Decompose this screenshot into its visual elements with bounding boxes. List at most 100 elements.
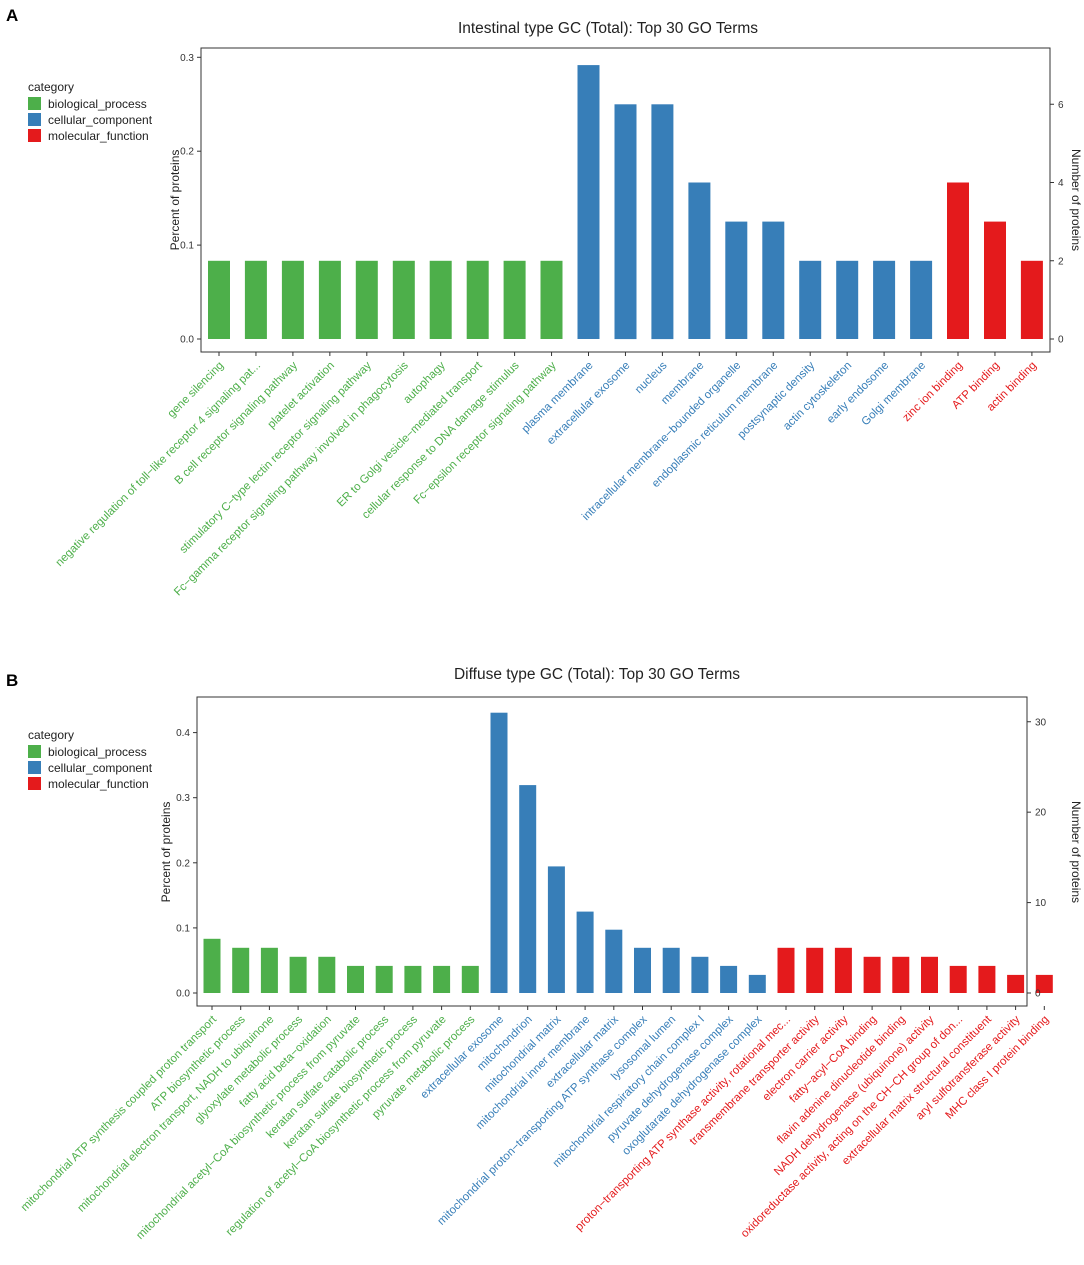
panel-a-y2-tick-label: 4 [1058, 178, 1064, 189]
bar [289, 956, 307, 993]
panel-b-y-tick-label: 0.4 [176, 728, 190, 739]
bar [232, 947, 250, 993]
panel-b-plot-frame [196, 696, 1028, 1007]
panel-a-y-axis-label: Percent of proteins [168, 150, 182, 251]
panel-b-y2-tick-label: 20 [1035, 808, 1047, 819]
legend-swatch-molecular-function [28, 777, 41, 790]
bar [318, 956, 336, 993]
bar [921, 956, 938, 993]
panel-b-y2-tick-label: 10 [1035, 898, 1047, 909]
panel-a-label: A [6, 6, 18, 25]
bar [577, 65, 600, 339]
panel-b-title: Diffuse type GC (Total): Top 30 GO Terms [454, 666, 740, 683]
bar [208, 260, 230, 339]
bar [863, 956, 881, 993]
panel-a-y2-ticks: 0 2 4 6 [1050, 100, 1064, 346]
bar [605, 929, 623, 993]
bar [836, 260, 859, 339]
panel-a-x-tick-label: Golgi membrane [860, 360, 929, 429]
bar [433, 965, 451, 993]
bar [540, 260, 563, 339]
panel-a-x-tick-label: actin cytoskeleton [781, 360, 854, 433]
panel-b-y2-tick-label: 30 [1035, 717, 1047, 728]
bar [392, 260, 415, 339]
panel-b-y2-ticks: 0 10 20 30 [1027, 717, 1047, 1000]
bar [978, 965, 996, 993]
panel-a-y2-tick-label: 2 [1058, 256, 1064, 267]
panel-b-legend: category biological_process cellular_com… [28, 728, 153, 791]
bar [1007, 974, 1025, 993]
bar [576, 911, 594, 993]
bar [547, 866, 565, 993]
panel-b-y2-tick-label: 0 [1035, 989, 1041, 1000]
legend-label-cellular-component: cellular_component [48, 113, 153, 127]
panel-a-y-tick-label: 0.1 [180, 241, 194, 252]
panel-a-y-ticks: 0.0 0.1 0.2 0.3 [180, 53, 201, 346]
legend-label-molecular-function: molecular_function [48, 777, 149, 791]
bar [910, 260, 933, 339]
bar [466, 260, 489, 339]
panel-a-title: Intestinal type GC (Total): Top 30 GO Te… [458, 20, 758, 37]
bar [281, 260, 304, 339]
bar [355, 260, 378, 339]
legend-swatch-biological-process [28, 745, 41, 758]
bar [347, 965, 364, 993]
bar [662, 947, 680, 993]
bar [984, 221, 1006, 339]
bar [634, 947, 651, 993]
bar [947, 182, 969, 339]
panel-b-y-ticks: 0.0 0.1 0.2 0.3 0.4 [176, 728, 197, 1000]
bar [777, 947, 795, 993]
panel-a-legend-title: category [28, 80, 74, 94]
bar [375, 965, 393, 993]
bar [461, 965, 479, 993]
bar [762, 221, 785, 339]
bar [519, 785, 537, 993]
panel-b-legend-title: category [28, 728, 74, 742]
panel-a-y-tick-label: 0.2 [180, 147, 194, 158]
panel-a-y-tick-label: 0.0 [180, 335, 194, 346]
bar [748, 974, 766, 993]
panel-b-x-tick-label: proton−transporting ATP synthase activit… [573, 1014, 793, 1234]
legend-swatch-molecular-function [28, 129, 41, 142]
panel-a-y2-tick-label: 6 [1058, 100, 1064, 111]
panel-b-y-tick-label: 0.2 [176, 858, 190, 869]
panel-a-y2-tick-label: 0 [1058, 335, 1064, 346]
legend-label-biological-process: biological_process [48, 745, 147, 759]
bar [949, 965, 967, 993]
bar [260, 947, 278, 993]
bar [892, 956, 910, 993]
legend-label-molecular-function: molecular_function [48, 129, 149, 143]
panel-a-y2-axis-label: Number of proteins [1069, 149, 1083, 251]
panel-b-x-tick-label: mitochondrial electron transport, NADH t… [75, 1014, 276, 1215]
bar [1035, 974, 1053, 993]
bar [873, 260, 896, 339]
panel-b-y-tick-label: 0.3 [176, 793, 190, 804]
legend-swatch-biological-process [28, 97, 41, 110]
bar [429, 260, 452, 339]
panel-a-x-tick-label: nucleus [633, 359, 670, 396]
bar [725, 221, 748, 339]
legend-label-biological-process: biological_process [48, 97, 147, 111]
legend-swatch-cellular-component [28, 761, 41, 774]
panel-b-x-tick-labels: mitochondrial ATP synthesis coupled prot… [19, 1006, 1051, 1242]
panel-a-x-tick-label: platelet activation [266, 360, 337, 431]
bar [1020, 260, 1043, 339]
panel-a: A Intestinal type GC (Total): Top 30 GO … [6, 6, 1083, 598]
bar [651, 104, 674, 340]
bar [799, 260, 822, 339]
panel-a-bars [208, 65, 1043, 340]
panel-a-legend: category biological_process cellular_com… [28, 80, 153, 143]
bar [244, 260, 267, 339]
panel-b-y-axis-label: Percent of proteins [159, 802, 173, 903]
panel-a-x-tick-label: plasma membrane [520, 360, 596, 436]
bar [720, 965, 738, 993]
panel-b-y-tick-label: 0.0 [176, 989, 190, 1000]
panel-b-y-tick-label: 0.1 [176, 923, 190, 934]
legend-swatch-cellular-component [28, 113, 41, 126]
bar [834, 947, 852, 993]
bar [688, 182, 711, 339]
bar [691, 956, 709, 993]
